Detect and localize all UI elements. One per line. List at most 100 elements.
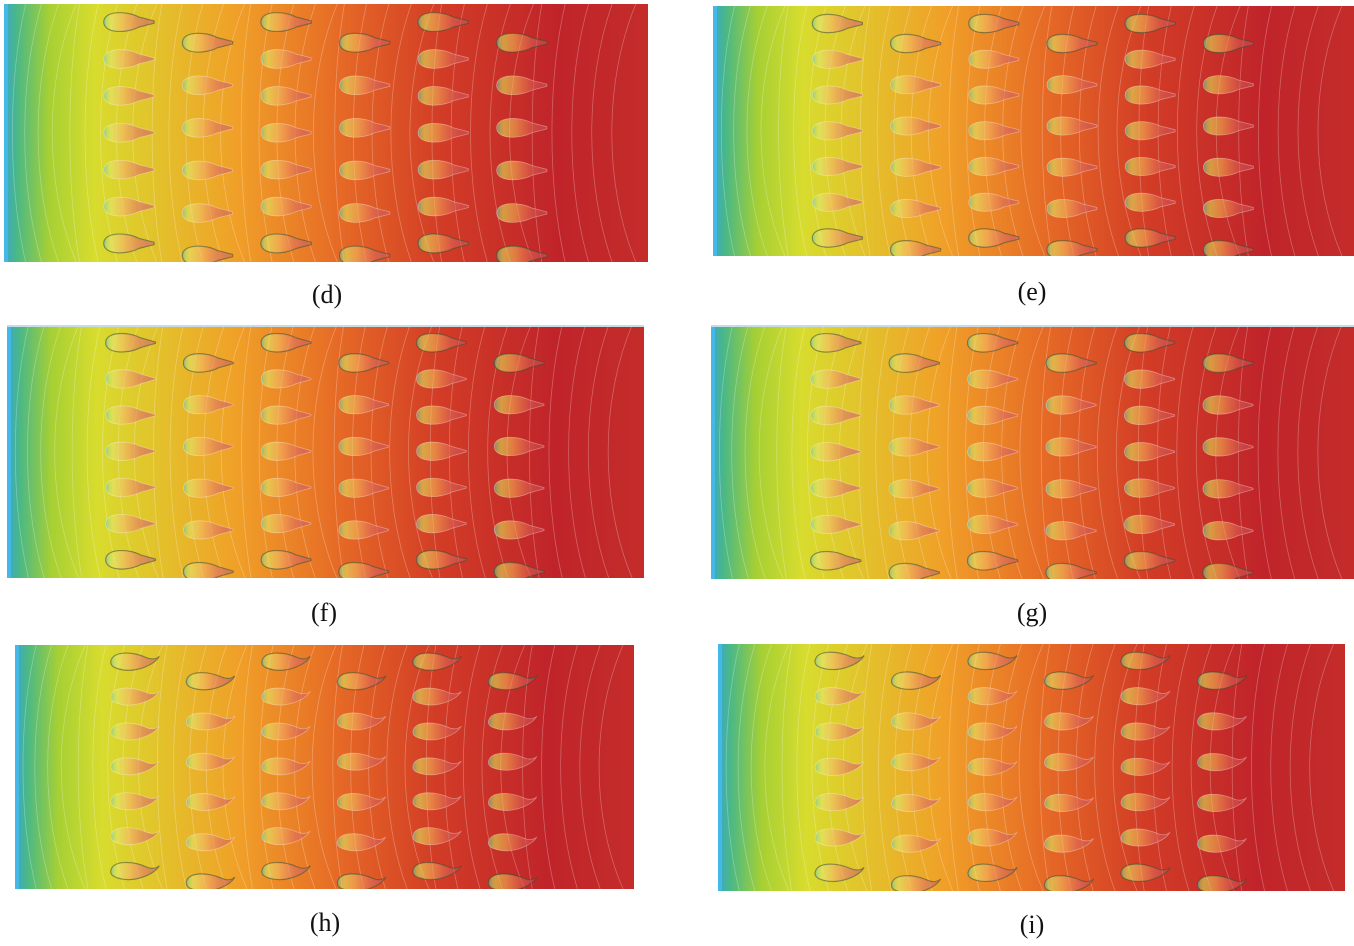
isotherm-line — [1309, 644, 1335, 891]
foil — [967, 651, 1018, 671]
foil — [968, 157, 1020, 176]
foil-array — [814, 651, 1248, 891]
isotherm-line — [861, 644, 873, 891]
inlet-wall — [4, 4, 8, 262]
foil — [260, 514, 312, 534]
top-boundary — [7, 325, 644, 327]
isotherm-line — [928, 644, 954, 891]
isotherm-line — [807, 325, 825, 579]
isotherm-line — [34, 645, 52, 889]
isotherm-line — [1019, 325, 1045, 579]
inlet-wall — [15, 645, 19, 889]
foil — [1044, 793, 1094, 812]
isotherm-line — [258, 4, 273, 262]
caption-h: (h) — [309, 908, 341, 937]
foil — [1124, 405, 1176, 425]
isotherm-line — [168, 4, 183, 262]
foil — [1202, 33, 1254, 54]
foil — [185, 873, 236, 889]
foil — [967, 722, 1018, 741]
foil — [261, 757, 311, 776]
isotherm-line — [71, 325, 83, 578]
top-boundary — [711, 325, 1354, 327]
foil — [416, 477, 467, 497]
foil — [1044, 712, 1094, 731]
isotherm-line — [522, 645, 533, 889]
isotherm-line — [462, 645, 481, 889]
isotherm-line — [966, 6, 981, 256]
isotherm-line — [548, 325, 563, 578]
foil — [967, 828, 1018, 847]
isotherm-line — [386, 645, 408, 889]
foil — [260, 332, 312, 353]
isotherm-line — [878, 644, 893, 891]
isotherm-line — [22, 645, 37, 889]
foil — [183, 478, 234, 498]
foil — [810, 514, 862, 534]
foil — [968, 228, 1020, 248]
isotherm-line — [54, 325, 80, 578]
isotherm-line — [86, 325, 101, 578]
foil — [496, 245, 548, 262]
foil — [1202, 437, 1254, 457]
isotherm-line — [529, 325, 540, 578]
isotherm-line — [102, 325, 120, 578]
isotherm-line — [60, 645, 86, 889]
inlet-wall — [711, 325, 715, 579]
contour-panel-h — [15, 645, 634, 889]
isotherm-line — [404, 645, 430, 889]
foil — [260, 550, 312, 570]
caption-f: (f) — [311, 598, 337, 627]
foil — [182, 561, 234, 578]
isotherm-line — [587, 325, 610, 578]
foil — [1045, 395, 1097, 415]
isotherm-line — [750, 644, 772, 891]
caption-i: (i) — [1019, 910, 1045, 939]
foil — [890, 116, 941, 136]
foil — [1120, 651, 1171, 671]
foil — [185, 752, 236, 771]
foil — [1045, 437, 1097, 457]
isotherm-lines — [14, 325, 633, 578]
foil — [889, 240, 942, 256]
foil — [412, 757, 462, 776]
foil — [968, 121, 1020, 141]
foil — [888, 521, 940, 541]
contour-panel-e — [713, 6, 1354, 256]
isotherm-line — [1289, 644, 1311, 891]
foil — [1202, 521, 1254, 541]
isotherm-line — [222, 645, 248, 889]
foil — [488, 712, 538, 731]
foil — [1123, 333, 1176, 353]
foil — [339, 118, 391, 138]
foil — [810, 405, 862, 425]
foil — [1044, 834, 1094, 853]
foil — [967, 514, 1019, 534]
foil-array — [810, 333, 1254, 579]
isotherm-line — [37, 4, 59, 262]
foil — [968, 13, 1020, 34]
foil — [416, 405, 467, 425]
foil — [811, 13, 863, 34]
foil — [417, 233, 469, 254]
foil — [110, 687, 160, 706]
foil — [336, 873, 387, 889]
isotherm-line — [241, 325, 252, 578]
isotherm-line — [1231, 644, 1243, 891]
isotherm-line — [725, 644, 740, 891]
foil — [181, 118, 234, 138]
foil — [1120, 687, 1171, 706]
foil — [496, 160, 548, 181]
foil — [105, 514, 156, 534]
contour-panel-i — [718, 644, 1345, 891]
isotherm-line — [875, 325, 890, 579]
foil — [261, 652, 311, 671]
foil — [1197, 793, 1247, 812]
foil — [810, 442, 862, 462]
isotherm-line — [1112, 644, 1138, 891]
foil — [496, 32, 548, 53]
foil — [1046, 240, 1098, 256]
foil — [1202, 562, 1254, 579]
foil — [1202, 240, 1254, 256]
foil — [1120, 757, 1171, 776]
